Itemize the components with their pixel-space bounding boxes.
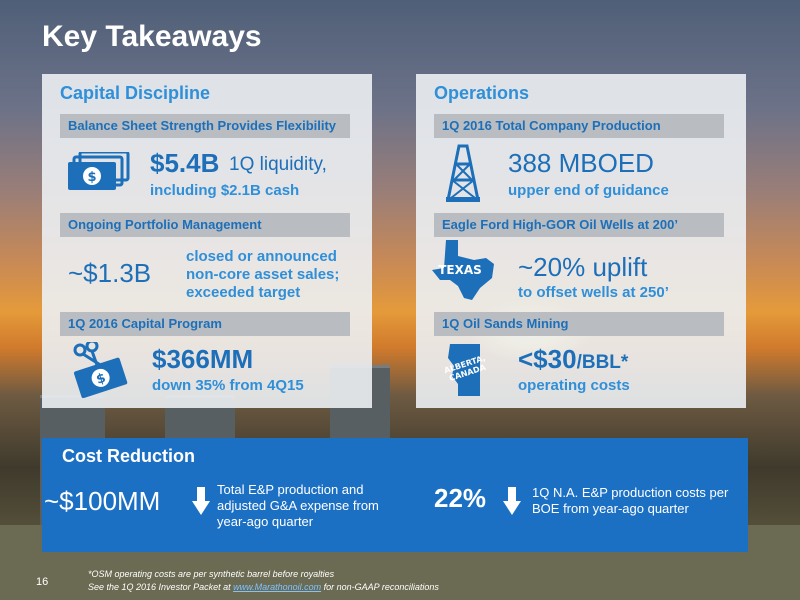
uplift-value: ~20% uplift xyxy=(518,252,648,282)
production-bar: 1Q 2016 Total Company Production xyxy=(434,114,724,138)
texas-label: TEXAS xyxy=(438,263,482,277)
operations-title: Operations xyxy=(434,83,530,103)
liquidity-sub: including $2.1B cash xyxy=(150,182,300,199)
osm-cost-sub: operating costs xyxy=(518,377,630,394)
osm-cost-amount: <$30 xyxy=(518,344,577,374)
oil-derrick-icon xyxy=(446,144,480,202)
osm-cost-unit: /BBL* xyxy=(576,352,629,373)
capital-program-bar: 1Q 2016 Capital Program xyxy=(60,312,350,336)
osm-cost-value: <$30/BBL* xyxy=(518,344,628,375)
down-arrow-icon xyxy=(192,487,210,515)
footnote-gaap: See the 1Q 2016 Investor Packet at www.M… xyxy=(88,582,439,592)
texas-map-icon: TEXAS xyxy=(432,240,494,300)
cost-reduction-panel xyxy=(42,438,748,552)
portfolio-bar: Ongoing Portfolio Management xyxy=(60,213,350,237)
cost-item1-value: ~$100MM xyxy=(44,486,161,516)
alberta-map-icon: ALBERTA, CANADA xyxy=(444,344,488,396)
footnote-gaap-pre: See the 1Q 2016 Investor Packet at xyxy=(88,582,234,592)
marathon-link[interactable]: www.Marathonoil.com xyxy=(233,582,322,592)
cost-item2-desc: 1Q N.A. E&P production costs per BOE fro… xyxy=(532,485,729,516)
cost-item1-desc: Total E&P production and adjusted G&A ex… xyxy=(217,482,379,529)
oil-sands-bar: 1Q Oil Sands Mining xyxy=(434,312,724,336)
cash-icon: $ xyxy=(68,152,130,190)
eagle-ford-bar: Eagle Ford High-GOR Oil Wells at 200’ xyxy=(434,213,724,237)
page-number: 16 xyxy=(36,576,49,588)
asset-sales-desc: closed or announced non-core asset sales… xyxy=(186,248,340,301)
footnote-gaap-post: for non-GAAP reconciliations xyxy=(321,582,439,592)
scissors-cash-icon: $ xyxy=(73,342,128,398)
balance-sheet-bar: Balance Sheet Strength Provides Flexibil… xyxy=(60,114,350,138)
capital-program-sub: down 35% from 4Q15 xyxy=(152,377,304,394)
production-value: 388 MBOED xyxy=(508,148,654,178)
uplift-sub: to offset wells at 250’ xyxy=(518,284,669,301)
production-sub: upper end of guidance xyxy=(508,182,669,199)
slide-title: Key Takeaways xyxy=(42,20,262,53)
cost-reduction-title: Cost Reduction xyxy=(62,446,195,466)
footnote-osm: *OSM operating costs are per synthetic b… xyxy=(88,569,335,579)
cost-item2-value: 22% xyxy=(434,483,487,513)
svg-text:$: $ xyxy=(94,371,107,388)
capital-discipline-title: Capital Discipline xyxy=(60,83,211,103)
liquidity-value: $5.4B xyxy=(150,148,220,178)
liquidity-label: 1Q liquidity, xyxy=(229,154,327,175)
capital-program-value: $366MM xyxy=(152,344,254,374)
svg-text:$: $ xyxy=(87,170,96,185)
asset-sales-value: ~$1.3B xyxy=(68,258,152,288)
down-arrow-icon xyxy=(503,487,521,515)
